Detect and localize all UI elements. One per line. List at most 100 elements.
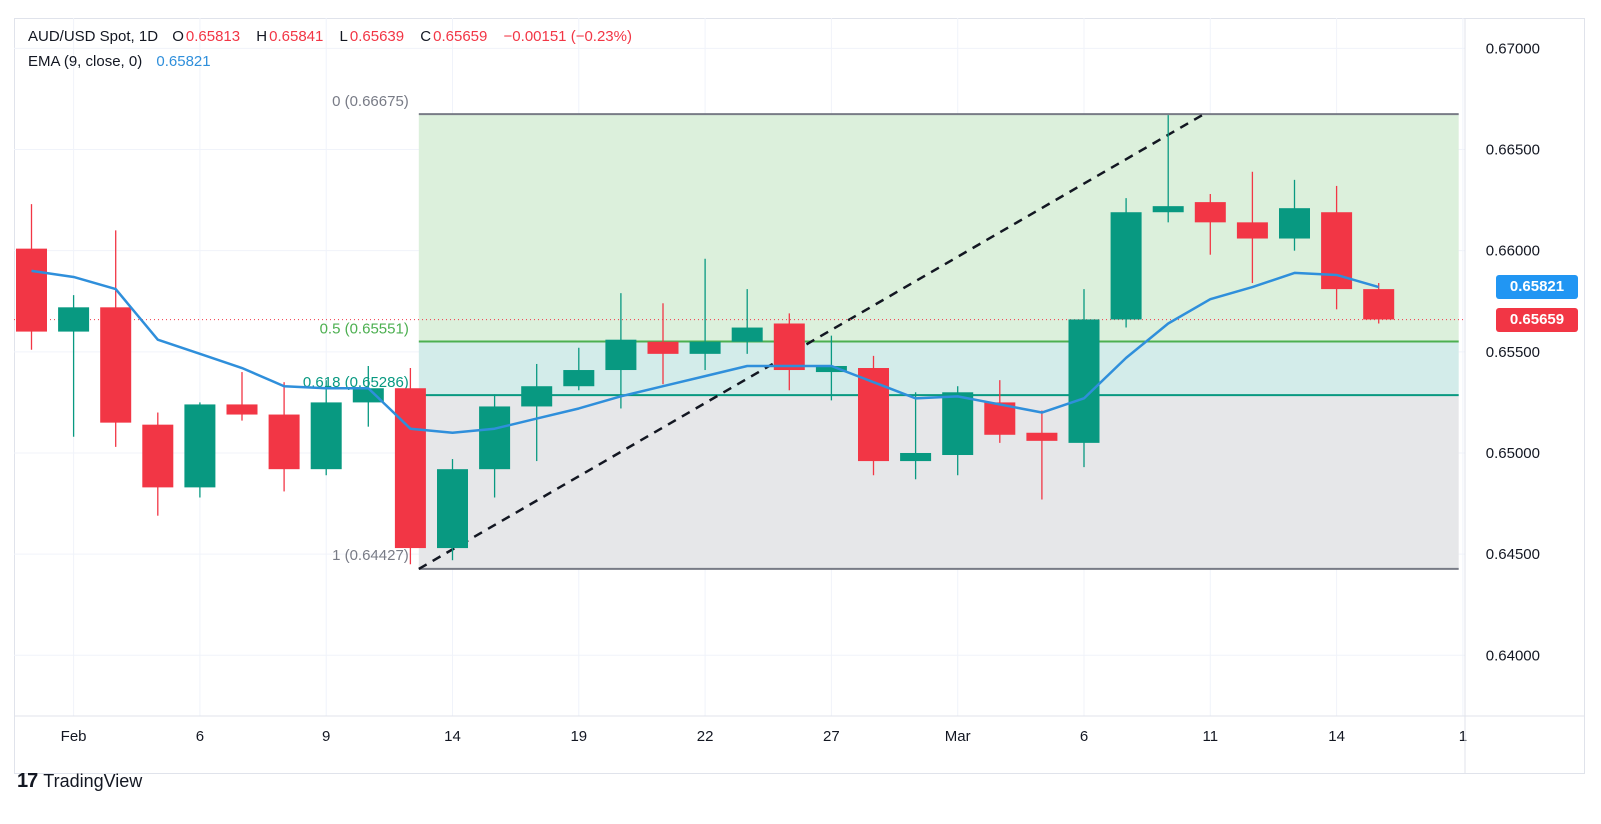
candles[interactable] — [16, 115, 1395, 565]
candle-body — [479, 406, 511, 470]
x-tick-label: Feb — [61, 728, 87, 745]
candle — [1363, 283, 1395, 324]
candle — [1321, 185, 1353, 310]
candle-body — [1363, 289, 1395, 320]
x-tick-label: 22 — [697, 728, 714, 745]
candle-body — [605, 339, 637, 371]
candle — [900, 392, 932, 480]
candle — [858, 355, 889, 476]
candle — [647, 303, 679, 385]
x-tick-label: 14 — [1328, 728, 1345, 745]
axes: 0.67000 0.66500 0.66000 0.65500 0.65000 0.645… — [14, 18, 1585, 774]
y-tick-label: 0.64500 — [1486, 546, 1540, 563]
candle — [1279, 179, 1310, 251]
candle-body — [689, 341, 721, 354]
fib-level-label: 0 (0.66675) — [332, 93, 409, 110]
candle-body — [184, 404, 216, 488]
candle-body — [815, 365, 847, 373]
brand-name: TradingView — [43, 771, 143, 791]
candle-body — [1321, 212, 1353, 290]
candle — [58, 295, 90, 437]
candle — [773, 313, 805, 391]
low-value: 0.65639 — [349, 28, 405, 45]
candle — [605, 293, 637, 409]
y-tick-label: 0.64000 — [1486, 647, 1540, 664]
candle-body — [310, 402, 342, 470]
candle-body — [226, 404, 258, 415]
fib-zone-0.5-0.618 — [418, 341, 1459, 396]
candle — [310, 380, 342, 476]
candle — [100, 230, 132, 447]
candle-body — [1068, 319, 1100, 443]
ema-price-tag: 0.65821 — [1496, 274, 1578, 299]
candle-body — [100, 307, 132, 423]
low-label: L — [339, 28, 348, 45]
close-value: 0.65659 — [433, 28, 488, 45]
candle — [942, 386, 974, 476]
open-value: 0.65813 — [185, 28, 241, 45]
candle-body — [268, 414, 300, 470]
candle-body — [563, 370, 595, 387]
candle — [184, 402, 216, 498]
candle-body — [394, 388, 426, 549]
x-tick-label: 19 — [570, 728, 587, 745]
x-tick-label: 6 — [196, 728, 204, 745]
y-tick-label: 0.66000 — [1486, 243, 1540, 260]
candle — [1026, 410, 1058, 500]
ema-polyline — [31, 269, 1380, 435]
symbol-label: AUD/USD Spot, 1D — [28, 28, 159, 45]
candle-body — [1194, 202, 1226, 223]
candle — [1068, 289, 1100, 468]
candle-body — [984, 402, 1016, 435]
candle — [479, 394, 511, 498]
candle — [731, 289, 763, 354]
fib-trend-line — [418, 113, 1205, 570]
candle-body — [352, 388, 384, 403]
candle-body — [1110, 212, 1142, 320]
y-tick-label: 0.66500 — [1486, 142, 1540, 159]
ohlc-legend: AUD/USD Spot, 1D O 0.65813 H 0.65841 L 0.65… — [28, 28, 644, 45]
fib-zone-0.618-1 — [418, 395, 1459, 569]
fib-level-label: 0.5 (0.65551) — [320, 321, 409, 338]
last-price-tag: 0.65659 — [1496, 307, 1578, 332]
candle — [563, 347, 595, 391]
fib-level-label: 0.618 (0.65286) — [303, 374, 409, 391]
candle-body — [942, 392, 974, 456]
close-label: C — [420, 28, 432, 45]
x-tick-label: Mar — [945, 728, 971, 745]
candle-body — [142, 424, 174, 488]
candle-body — [16, 248, 47, 332]
candle — [352, 365, 384, 427]
x-tick-label: 27 — [823, 728, 840, 745]
candle — [1194, 194, 1226, 255]
candle-body — [521, 386, 553, 407]
y-tick-label: 0.67000 — [1486, 40, 1540, 57]
candle-body — [731, 327, 763, 342]
candle — [815, 335, 847, 401]
tradingview-brand[interactable]: 17 TradingView — [17, 770, 142, 793]
candle-body — [647, 341, 679, 354]
ema-label: EMA (9, close, 0) — [28, 53, 143, 70]
candle — [689, 258, 721, 371]
ema-legend: EMA (9, close, 0) 0.65821 — [28, 53, 211, 70]
x-tick-label: 1 — [1459, 728, 1467, 745]
candle — [394, 368, 426, 565]
fib-level-label: 1 (0.64427) — [332, 547, 409, 564]
candle — [268, 382, 300, 492]
candle-body — [1236, 222, 1268, 239]
y-tick-label: 0.65000 — [1486, 445, 1540, 462]
candle-body — [58, 307, 90, 332]
x-tick-label: 9 — [322, 728, 330, 745]
candle — [226, 372, 258, 421]
high-value: 0.65841 — [269, 28, 324, 45]
x-tick-label: 14 — [444, 728, 461, 745]
candle — [1110, 198, 1142, 328]
high-label: H — [256, 28, 268, 45]
change-value: −0.00151 (−0.23%) — [503, 28, 632, 45]
candle — [1236, 171, 1268, 284]
tradingview-logo-icon: 17 — [17, 770, 38, 792]
candle-body — [437, 469, 468, 549]
candle — [16, 204, 47, 350]
ema-legend-value: 0.65821 — [156, 53, 211, 70]
